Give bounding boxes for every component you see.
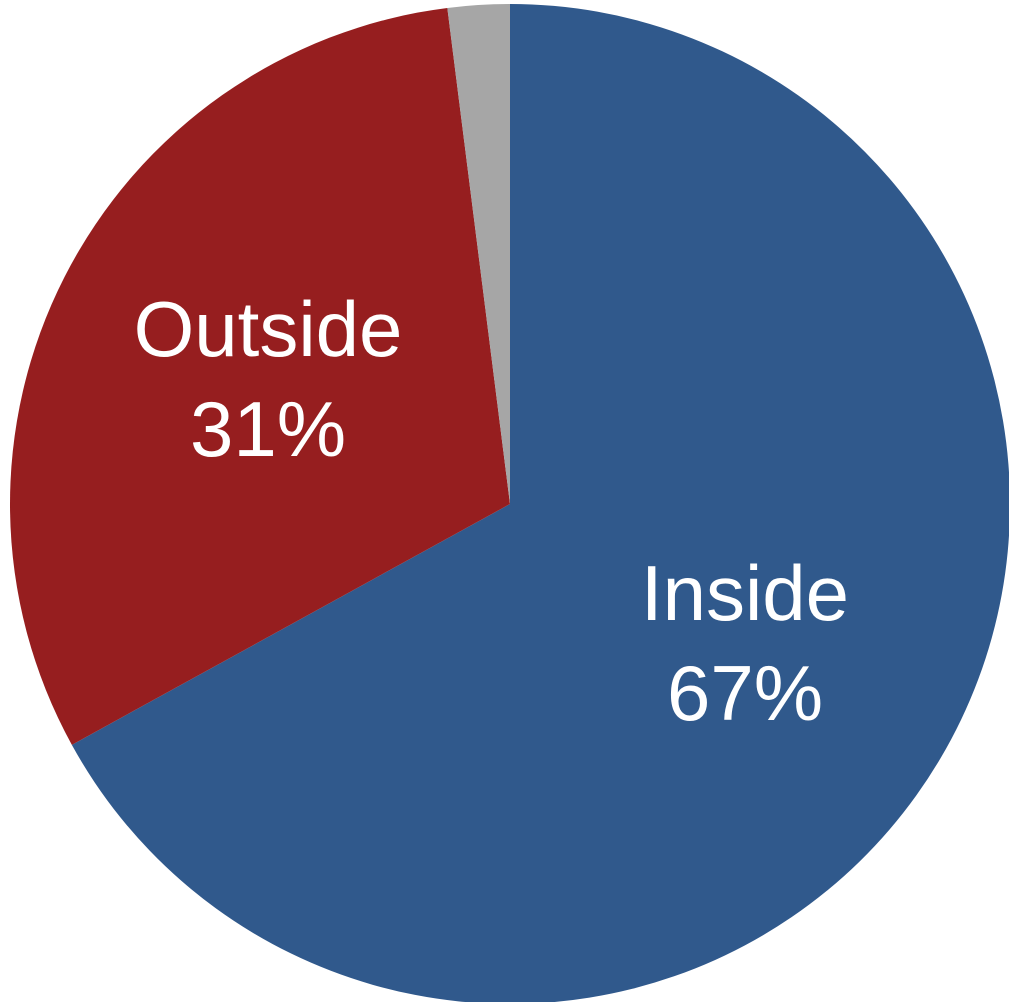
pie-slice-other bbox=[447, 3, 510, 504]
slice-category-label: Outside bbox=[134, 285, 403, 373]
pie-label-inside: Inside 67% bbox=[641, 549, 849, 737]
pie-slices bbox=[9, 3, 1009, 1002]
pie-slice-outside bbox=[9, 7, 511, 745]
slice-category-label: Inside bbox=[641, 549, 849, 637]
pie-label-outside: Outside 31% bbox=[134, 285, 403, 473]
slice-value-label: 31% bbox=[190, 385, 346, 473]
pie-labels: Inside 67% Outside 31% bbox=[134, 285, 849, 737]
pie-slice-inside bbox=[71, 4, 1009, 1002]
slice-value-label: 67% bbox=[667, 649, 823, 737]
